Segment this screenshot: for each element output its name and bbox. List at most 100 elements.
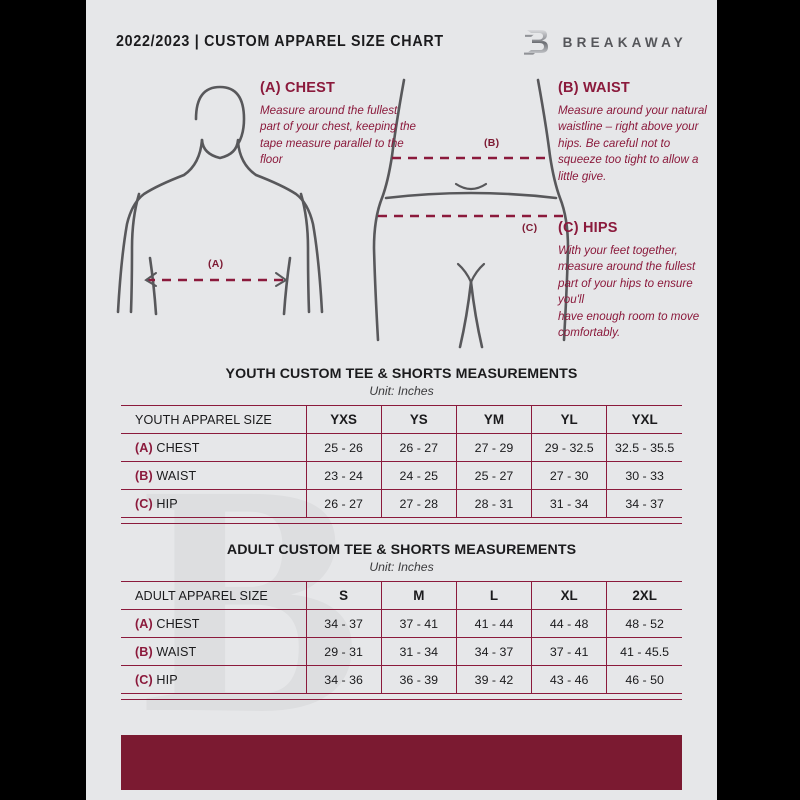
adult-r1-c1: 31 - 34 (381, 637, 457, 666)
table-row: (C) HIP 26 - 27 27 - 28 28 - 31 31 - 34 … (121, 489, 682, 518)
adult-row-2-tag: (C) (135, 672, 153, 687)
note-waist-heading: (B) WAIST (558, 80, 630, 96)
youth-r0-c3: 29 - 32.5 (531, 433, 608, 462)
adult-row-2-label: (C) HIP (121, 665, 307, 694)
adult-col-2: L (456, 581, 533, 610)
table-header-row: YOUTH APPAREL SIZE YXS YS YM YL YXL (121, 405, 682, 434)
adult-r1-c2: 34 - 37 (456, 637, 533, 666)
youth-col-2: YM (456, 405, 533, 434)
left-hip-outline (372, 78, 406, 342)
adult-size-column-label: ADULT APPAREL SIZE (121, 581, 307, 610)
youth-row-1-tag: (B) (135, 468, 153, 483)
youth-col-1: YS (381, 405, 457, 434)
adult-r1-c3: 37 - 41 (531, 637, 608, 666)
youth-r1-c0: 23 - 24 (306, 461, 382, 490)
note-hips-body: With your feet together, measure around … (558, 244, 700, 340)
right-torso-side (299, 192, 311, 314)
adult-row-0-label: (A) CHEST (121, 609, 307, 638)
left-shoulder-arm (116, 138, 204, 314)
left-inner-leg (458, 280, 473, 349)
head-outline (194, 85, 246, 146)
youth-row-2-label: (C) HIP (121, 489, 307, 518)
right-inner-leg (469, 280, 484, 349)
table-header-row: ADULT APPAREL SIZE S M L XL 2XL (121, 581, 682, 610)
adult-r0-c0: 34 - 37 (306, 609, 382, 638)
adult-r0-c1: 37 - 41 (381, 609, 457, 638)
chest-marker-label: (A) (208, 258, 224, 270)
adult-r0-c3: 44 - 48 (531, 609, 608, 638)
note-chest: (A) CHEST Measure around the fullest par… (260, 80, 420, 169)
youth-table-bottom-rule (121, 523, 682, 525)
youth-r1-c1: 24 - 25 (381, 461, 457, 490)
adult-r2-c1: 36 - 39 (381, 665, 457, 694)
table-row: (B) WAIST 29 - 31 31 - 34 34 - 37 37 - 4… (121, 637, 682, 666)
measurement-lines (146, 156, 566, 282)
youth-r2-c1: 27 - 28 (381, 489, 457, 518)
waist-marker-label: (B) (484, 137, 500, 149)
adult-r2-c4: 46 - 50 (606, 665, 682, 694)
youth-r0-c4: 32.5 - 35.5 (606, 433, 682, 462)
youth-row-2-tag: (C) (135, 496, 153, 511)
jaw-outline (200, 138, 240, 160)
adult-r0-c4: 48 - 52 (606, 609, 682, 638)
page-title: 2022/2023 | CUSTOM APPAREL SIZE CHART (116, 33, 444, 50)
youth-r1-c4: 30 - 33 (606, 461, 682, 490)
youth-row-1-label: (B) WAIST (121, 461, 307, 490)
youth-r1-c2: 25 - 27 (456, 461, 533, 490)
youth-row-0-label: (A) CHEST (121, 433, 307, 462)
youth-row-1-name: WAIST (156, 468, 197, 483)
table-row: (A) CHEST 34 - 37 37 - 41 41 - 44 44 - 4… (121, 609, 682, 638)
hips-marker-label: (C) (522, 222, 538, 234)
youth-col-4: YXL (606, 405, 682, 434)
note-chest-heading: (A) CHEST (260, 80, 336, 96)
youth-row-0-name: CHEST (156, 440, 200, 455)
note-waist-body: Measure around your natural waistline – … (558, 104, 707, 183)
youth-row-0-tag: (A) (135, 440, 153, 455)
youth-table-unit: Unit: Inches (369, 384, 434, 398)
youth-r0-c0: 25 - 26 (306, 433, 382, 462)
table-row: (A) CHEST 25 - 26 26 - 27 27 - 29 29 - 3… (121, 433, 682, 462)
brand-logo: BREAKAWAY (523, 28, 687, 56)
adult-row-1-label: (B) WAIST (121, 637, 307, 666)
table-row: (B) WAIST 23 - 24 24 - 25 25 - 27 27 - 3… (121, 461, 682, 490)
footer-bar (121, 735, 682, 790)
youth-r1-c3: 27 - 30 (531, 461, 608, 490)
table-row: (C) HIP 34 - 36 36 - 39 39 - 42 43 - 46 … (121, 665, 682, 694)
youth-r2-c2: 28 - 31 (456, 489, 533, 518)
youth-r2-c4: 34 - 37 (606, 489, 682, 518)
adult-r1-c0: 29 - 31 (306, 637, 382, 666)
adult-r2-c2: 39 - 42 (456, 665, 533, 694)
left-torso-side (129, 192, 141, 314)
note-hips: (C) HIPS With your feet together, measur… (558, 220, 710, 342)
adult-col-3: XL (531, 581, 608, 610)
youth-size-column-label: YOUTH APPAREL SIZE (121, 405, 307, 434)
page-header: 2022/2023 | CUSTOM APPAREL SIZE CHART BR… (86, 28, 717, 56)
youth-r0-c2: 27 - 29 (456, 433, 533, 462)
adult-size-table: ADULT APPAREL SIZE S M L XL 2XL (A) CHES… (121, 581, 682, 694)
adult-r1-c4: 41 - 45.5 (606, 637, 682, 666)
youth-r2-c3: 31 - 34 (531, 489, 608, 518)
youth-col-0: YXS (306, 405, 382, 434)
breakaway-b-monogram-icon (523, 30, 548, 55)
note-hips-heading: (C) HIPS (558, 220, 618, 236)
youth-size-table: YOUTH APPAREL SIZE YXS YS YM YL YXL (A) … (121, 405, 682, 518)
adult-r2-c0: 34 - 36 (306, 665, 382, 694)
chest-arrowheads (144, 272, 288, 287)
size-chart-page: B 2022/2023 | CUSTOM APPAREL SIZE CHART (86, 0, 717, 800)
right-inner-arm (282, 256, 292, 316)
brand-name: BREAKAWAY (562, 34, 687, 50)
adult-row-1-tag: (B) (135, 644, 153, 659)
youth-r0-c1: 26 - 27 (381, 433, 457, 462)
crotch-mark (456, 262, 486, 284)
youth-size-table-block: YOUTH CUSTOM TEE & SHORTS MEASUREMENTS U… (86, 366, 717, 525)
right-shoulder-arm (236, 140, 324, 314)
adult-table-unit: Unit: Inches (369, 560, 434, 574)
youth-r2-c0: 26 - 27 (306, 489, 382, 518)
adult-col-4: 2XL (606, 581, 682, 610)
right-hip-outline (536, 78, 570, 342)
adult-col-1: M (381, 581, 457, 610)
adult-size-table-block: ADULT CUSTOM TEE & SHORTS MEASUREMENTS U… (86, 542, 717, 701)
measurement-diagram: (A) (B) (C) (A) CHEST Measure around the… (86, 72, 717, 362)
youth-row-2-name: HIP (156, 496, 178, 511)
hip-crease (384, 191, 558, 200)
